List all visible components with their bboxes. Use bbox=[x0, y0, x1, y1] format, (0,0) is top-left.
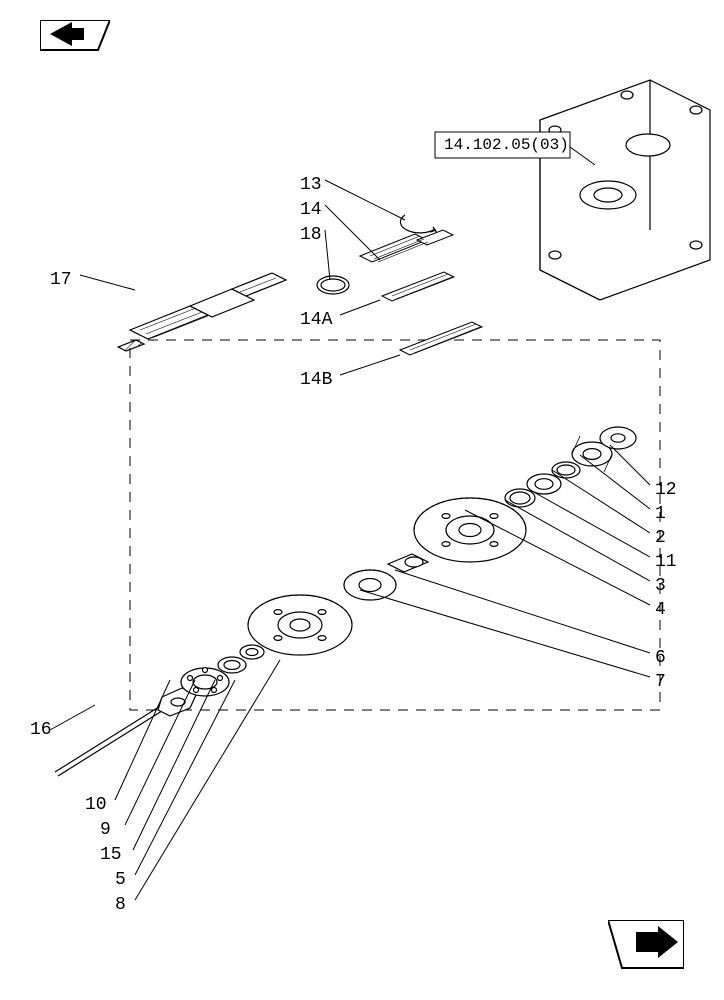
part-17-output-shaft bbox=[118, 273, 286, 351]
part-15-spacer bbox=[218, 657, 246, 673]
part-12-seal bbox=[600, 427, 636, 449]
callout-6: 6 bbox=[655, 648, 666, 668]
callout-2: 2 bbox=[655, 528, 666, 548]
ref-box-label: 14.102.05(03) bbox=[444, 136, 569, 154]
part-14-shaft bbox=[360, 230, 453, 262]
callout-5: 5 bbox=[115, 870, 126, 890]
callout-15: 15 bbox=[100, 845, 122, 865]
callout-3: 3 bbox=[655, 576, 666, 596]
assembly-boundary bbox=[130, 340, 660, 710]
callout-9: 9 bbox=[100, 820, 111, 840]
part-18-oring bbox=[317, 276, 349, 294]
part-2-ring bbox=[552, 462, 580, 478]
part-5-washer bbox=[240, 645, 264, 659]
callout-14B: 14B bbox=[300, 370, 332, 390]
part-8-gear bbox=[248, 595, 352, 655]
part-6-sleeve bbox=[388, 554, 428, 572]
callout-8: 8 bbox=[115, 895, 126, 915]
housing-cover bbox=[540, 80, 710, 300]
callout-14: 14 bbox=[300, 200, 322, 220]
part-3-ring bbox=[505, 489, 535, 507]
callout-17: 17 bbox=[50, 270, 72, 290]
diagram-page: 14.102.05(03) 1314181714A14B121211346716… bbox=[0, 0, 724, 1000]
callout-11: 11 bbox=[655, 552, 677, 572]
callout-7: 7 bbox=[655, 672, 666, 692]
callout-18: 18 bbox=[300, 225, 322, 245]
callout-13: 13 bbox=[300, 175, 322, 195]
part-14b-shaft bbox=[400, 322, 482, 355]
callout-10: 10 bbox=[85, 795, 107, 815]
callout-12: 12 bbox=[655, 480, 677, 500]
part-4-gear bbox=[414, 498, 526, 562]
callout-1: 1 bbox=[655, 504, 666, 524]
callout-4: 4 bbox=[655, 600, 666, 620]
part-7-splined-gear bbox=[344, 570, 396, 600]
part-13-snapring bbox=[400, 215, 437, 233]
part-9-bearing bbox=[181, 668, 229, 697]
callout-16: 16 bbox=[30, 720, 52, 740]
callout-14A: 14A bbox=[300, 310, 332, 330]
part-14a-shaft bbox=[382, 272, 454, 301]
